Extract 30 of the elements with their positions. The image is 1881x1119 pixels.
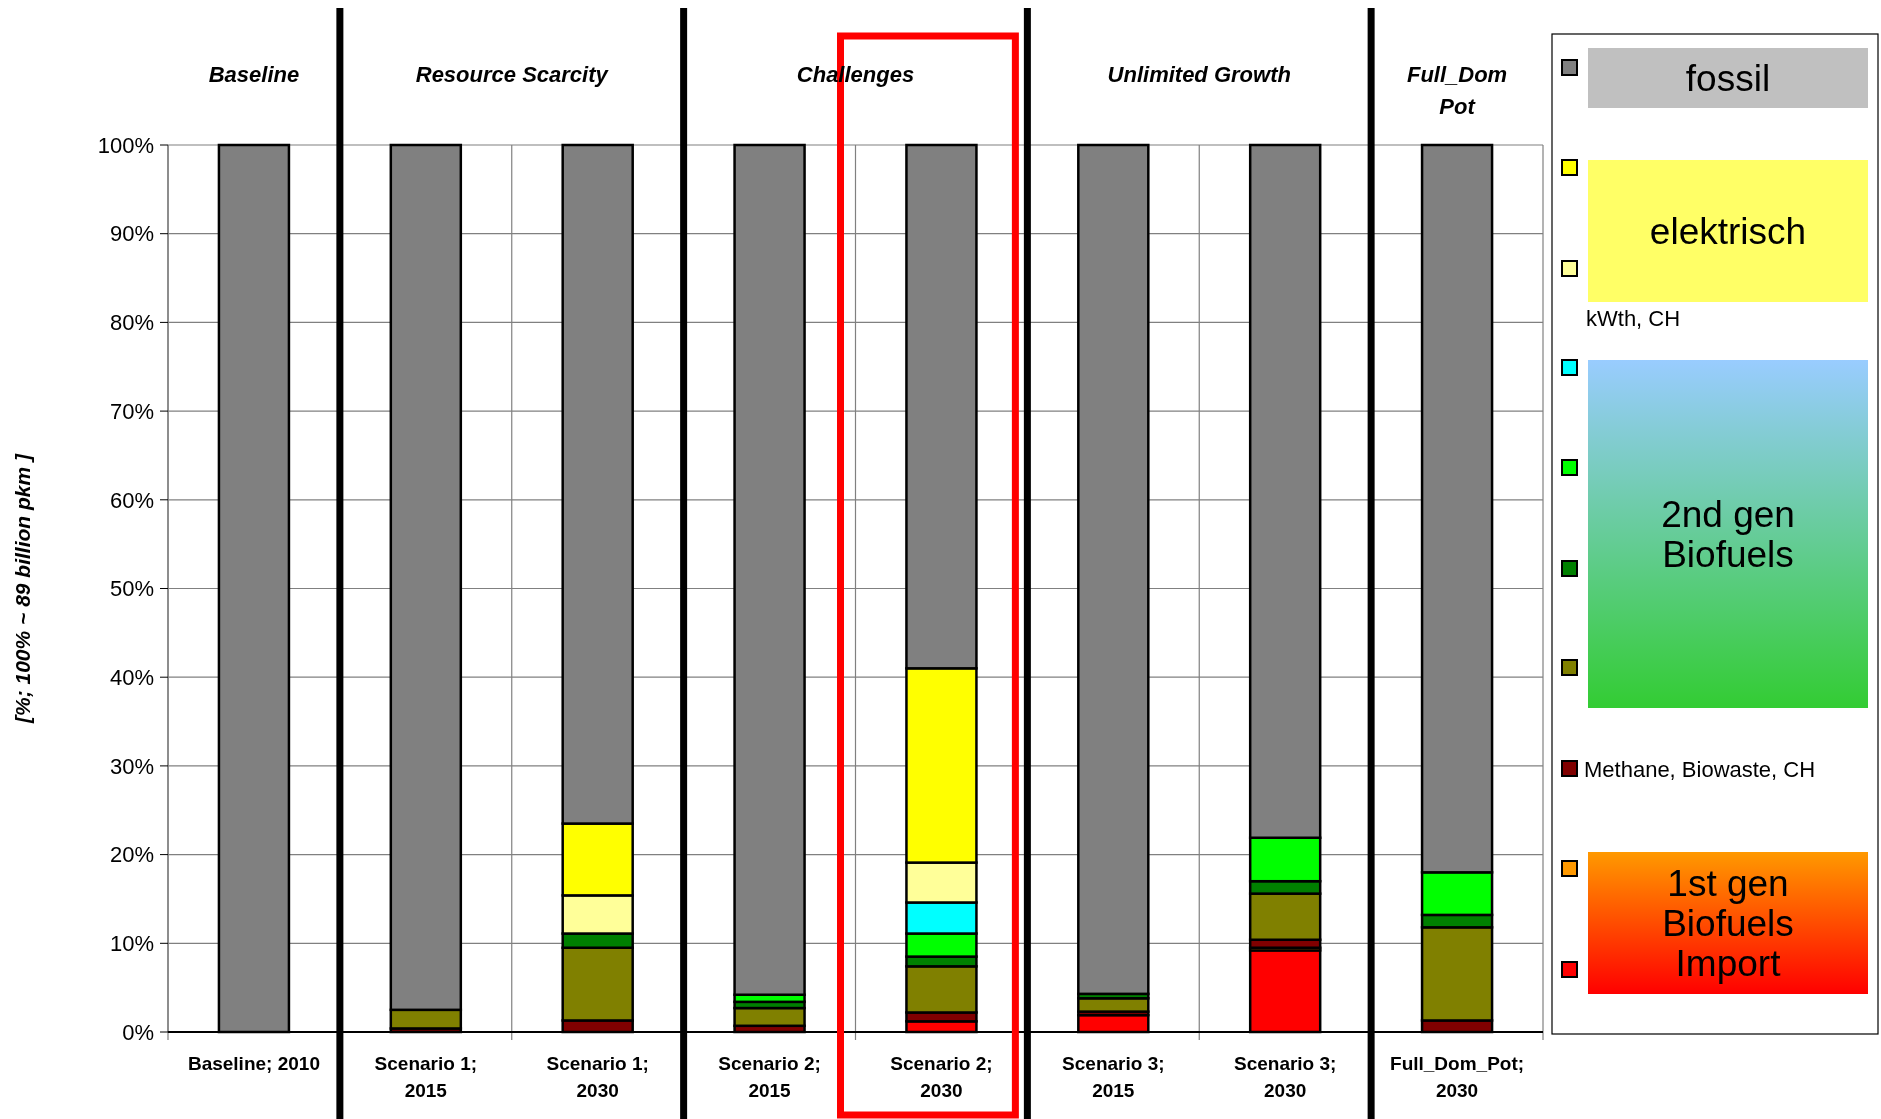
y-tick-label: 20% [109,842,154,868]
y-tick-label: 30% [109,753,154,779]
text: kWth, CH [1586,306,1681,331]
legend-label: Methane, Biowaste, CH [1584,756,1816,782]
text: fossil [1685,57,1771,99]
text: Full_Dom Pot [1406,62,1508,119]
x-tick-label: Baseline; 2010 [187,1053,320,1074]
y-tick-label: 90% [109,221,154,247]
text: Unlimited Growth [1107,62,1291,87]
y-tick-label: 80% [109,310,154,336]
x-tick-label: Scenario 1; 2015 [374,1053,478,1101]
text: 1st gen Biofuels Import [1662,862,1794,984]
x-tick-label: Full_Dom_Pot; 2030 [1390,1053,1525,1101]
text: elektrisch [1649,210,1807,252]
x-tick-label: Scenario 2; 2030 [890,1053,993,1101]
x-tick-label: Scenario 1; 2030 [546,1053,649,1101]
x-tick-label: Scenario 3; 2030 [1233,1053,1337,1101]
y-tick-label: 70% [109,398,154,424]
y-tick-label: 40% [109,664,154,690]
y-tick-label: 100% [97,132,154,158]
text: 2nd gen Biofuels [1661,493,1795,575]
y-tick-label: 0% [122,1019,154,1045]
y-axis-title: [%; 100% ~ 89 billion pkm ] [11,453,34,724]
text: Baseline [208,62,300,87]
x-tick-label: Scenario 2; 2015 [718,1053,821,1101]
text: Resource Scarcity [415,62,610,87]
y-tick-label: 60% [109,487,154,513]
x-tick-label: Scenario 3; 2015 [1062,1053,1165,1101]
y-tick-label: 10% [109,931,154,956]
y-tick-label: 50% [109,576,154,602]
